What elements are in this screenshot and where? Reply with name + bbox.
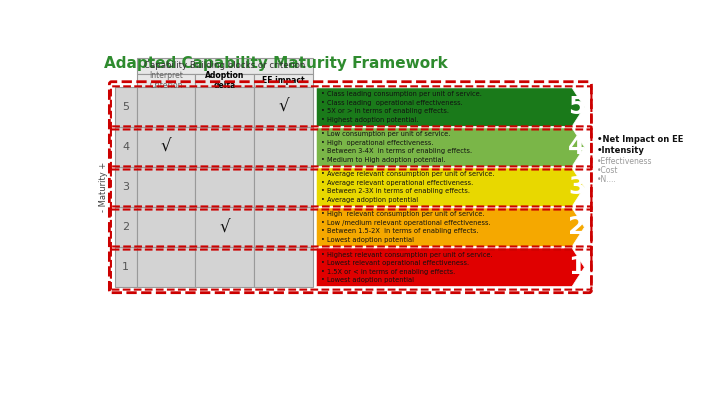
FancyBboxPatch shape bbox=[195, 87, 254, 127]
Text: 2: 2 bbox=[122, 222, 129, 232]
Text: Interpret
Criterion: Interpret Criterion bbox=[149, 71, 183, 90]
Text: •N....: •N.... bbox=[597, 175, 616, 184]
FancyBboxPatch shape bbox=[195, 247, 254, 287]
Text: - Maturity +: - Maturity + bbox=[99, 162, 109, 212]
Text: •Net Impact on EE: •Net Impact on EE bbox=[597, 135, 683, 144]
FancyBboxPatch shape bbox=[254, 167, 313, 207]
Text: 4: 4 bbox=[568, 135, 585, 159]
Text: 2: 2 bbox=[568, 215, 585, 239]
Polygon shape bbox=[316, 168, 585, 207]
Text: •Effectiveness: •Effectiveness bbox=[597, 157, 652, 166]
Text: 1: 1 bbox=[122, 262, 129, 272]
Text: • Average relevant consumption per unit of service.
• Average relevant operation: • Average relevant consumption per unit … bbox=[321, 171, 495, 203]
FancyBboxPatch shape bbox=[137, 207, 195, 247]
FancyBboxPatch shape bbox=[254, 127, 313, 167]
FancyBboxPatch shape bbox=[254, 207, 313, 247]
Text: √: √ bbox=[161, 138, 171, 156]
Polygon shape bbox=[316, 128, 585, 166]
FancyBboxPatch shape bbox=[137, 247, 195, 287]
FancyBboxPatch shape bbox=[137, 58, 313, 74]
Text: • Low consumption per unit of service.
• High  operational effectiveness.
• Betw: • Low consumption per unit of service. •… bbox=[321, 131, 472, 163]
Text: 3: 3 bbox=[122, 182, 129, 192]
Text: Capability Building blocks or criterion: Capability Building blocks or criterion bbox=[144, 62, 305, 70]
FancyBboxPatch shape bbox=[114, 247, 137, 287]
FancyBboxPatch shape bbox=[254, 247, 313, 287]
Text: √: √ bbox=[220, 218, 230, 236]
Text: EE impact: EE impact bbox=[262, 76, 305, 85]
Text: 3: 3 bbox=[568, 175, 585, 199]
Text: • High  relevant consumption per unit of service.
• Low /medium relevant operati: • High relevant consumption per unit of … bbox=[321, 211, 490, 243]
FancyBboxPatch shape bbox=[137, 87, 195, 127]
Text: 5: 5 bbox=[122, 102, 129, 112]
Polygon shape bbox=[316, 248, 585, 286]
FancyBboxPatch shape bbox=[114, 207, 137, 247]
FancyBboxPatch shape bbox=[137, 127, 195, 167]
Text: • Highest relevant consumption per unit of service.
• Lowest relevant operationa: • Highest relevant consumption per unit … bbox=[321, 252, 492, 283]
FancyBboxPatch shape bbox=[114, 87, 137, 127]
Text: 4: 4 bbox=[122, 142, 129, 152]
Text: 5: 5 bbox=[568, 95, 585, 119]
Text: √: √ bbox=[279, 98, 289, 116]
Text: •Cost: •Cost bbox=[597, 166, 618, 175]
Text: Adoption
delta: Adoption delta bbox=[205, 71, 245, 90]
Polygon shape bbox=[316, 88, 585, 126]
FancyBboxPatch shape bbox=[195, 127, 254, 167]
FancyBboxPatch shape bbox=[195, 207, 254, 247]
FancyBboxPatch shape bbox=[195, 167, 254, 207]
Text: •Intensity: •Intensity bbox=[597, 146, 644, 155]
FancyBboxPatch shape bbox=[254, 74, 313, 87]
Text: 1: 1 bbox=[568, 255, 586, 279]
Polygon shape bbox=[316, 208, 585, 247]
FancyBboxPatch shape bbox=[114, 127, 137, 167]
FancyBboxPatch shape bbox=[137, 167, 195, 207]
Text: • Class leading consumption per unit of service.
• Class leading  operational ef: • Class leading consumption per unit of … bbox=[321, 92, 482, 123]
Text: Adapted Capability Maturity Framework: Adapted Capability Maturity Framework bbox=[104, 56, 448, 71]
FancyBboxPatch shape bbox=[137, 74, 195, 87]
FancyBboxPatch shape bbox=[195, 74, 254, 87]
FancyBboxPatch shape bbox=[254, 87, 313, 127]
FancyBboxPatch shape bbox=[114, 167, 137, 207]
